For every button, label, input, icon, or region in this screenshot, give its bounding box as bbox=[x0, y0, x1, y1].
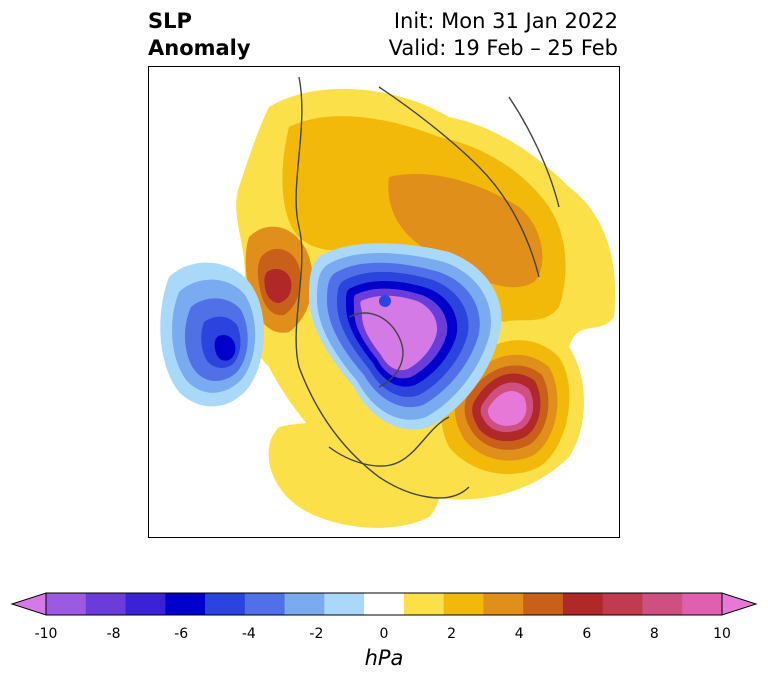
colorbar-tick-label: -10 bbox=[34, 626, 58, 642]
colorbar bbox=[0, 580, 768, 680]
colorbar-border bbox=[45, 592, 723, 616]
slp-anomaly-map bbox=[148, 66, 620, 538]
colorbar-segment bbox=[324, 593, 365, 615]
map-canvas bbox=[160, 76, 616, 528]
title-line-1: SLP bbox=[148, 9, 192, 33]
colorbar-tick-label: 8 bbox=[649, 626, 659, 642]
title-line-2: Anomaly bbox=[148, 36, 251, 60]
colorbar-segment bbox=[483, 593, 524, 615]
colorbar-segment bbox=[602, 593, 643, 615]
colorbar-extend-max bbox=[721, 592, 758, 616]
colorbar-tick-label: 2 bbox=[447, 626, 457, 642]
colorbar-tick-label: -4 bbox=[241, 626, 256, 642]
colorbar-tick-label: 0 bbox=[379, 626, 389, 642]
colorbar-segment bbox=[523, 593, 564, 615]
init-date: Init: Mon 31 Jan 2022 bbox=[393, 9, 618, 33]
colorbar-tick-label: 6 bbox=[582, 626, 592, 642]
negative-anomaly-fields bbox=[160, 243, 502, 430]
colorbar-unit: hPa bbox=[364, 646, 404, 670]
colorbar-segment bbox=[682, 593, 723, 615]
colorbar-tick-label: -2 bbox=[309, 626, 324, 642]
colorbar-tick-label: -8 bbox=[106, 626, 121, 642]
colorbar-tick-label: 10 bbox=[713, 626, 731, 642]
colorbar-tick-label: -6 bbox=[174, 626, 189, 642]
colorbar-graphic bbox=[10, 592, 758, 616]
colorbar-segment bbox=[403, 593, 445, 615]
map-subtitle: Init: Mon 31 Jan 2022 Valid: 19 Feb – 25… bbox=[389, 8, 618, 62]
colorbar-tick-label: 4 bbox=[514, 626, 524, 642]
colorbar-segment bbox=[205, 593, 246, 615]
colorbar-segment bbox=[562, 593, 604, 615]
colorbar-segment bbox=[85, 593, 127, 615]
coastlines bbox=[295, 76, 560, 499]
colorbar-segment bbox=[165, 593, 206, 615]
map-title: SLP Anomaly bbox=[148, 8, 251, 62]
colorbar-segment bbox=[244, 593, 286, 615]
valid-range: Valid: 19 Feb – 25 Feb bbox=[388, 36, 618, 60]
colorbar-segment bbox=[642, 593, 683, 615]
colorbar-segment bbox=[46, 593, 87, 615]
colorbar-segment bbox=[284, 593, 325, 615]
colorbar-segment bbox=[125, 593, 166, 615]
colorbar-extend-min bbox=[10, 592, 47, 616]
colorbar-segment bbox=[443, 593, 484, 615]
colorbar-segment bbox=[364, 593, 405, 615]
